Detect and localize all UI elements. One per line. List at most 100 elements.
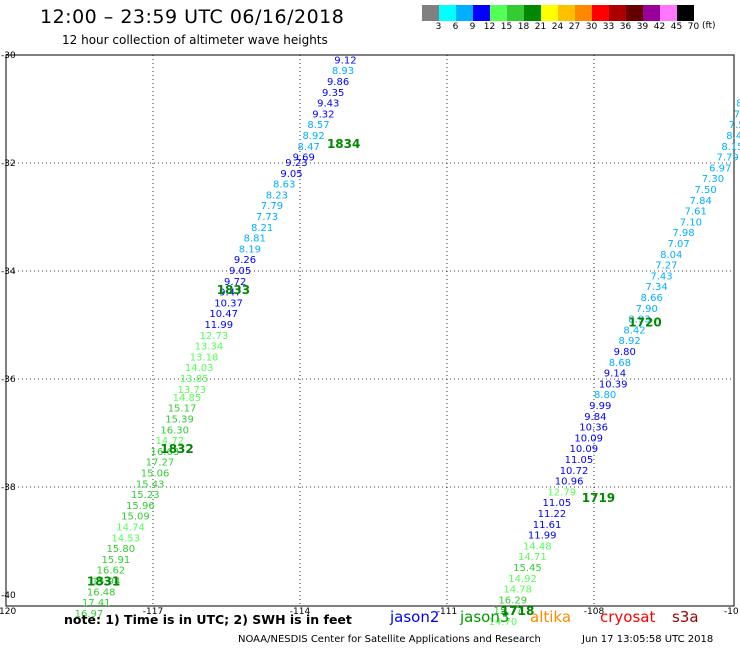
wave-height-value: 15.77 (494, 606, 523, 617)
page-title: 12:00 – 23:59 UTC 06/16/2018 (40, 6, 345, 28)
color-scale-label: 33 (602, 22, 615, 32)
page-subtitle: 12 hour collection of altimeter wave hei… (62, 33, 328, 47)
color-swatch (609, 5, 626, 21)
pass-time-label: 1833 (217, 283, 250, 297)
wave-height-value: 15.39 (165, 415, 194, 426)
color-scale-unit: (ft) (702, 21, 716, 31)
color-scale-bar (422, 5, 694, 21)
wave-height-value: 14.03 (185, 363, 214, 374)
wave-height-value: 7.79 (261, 201, 283, 212)
wave-height-value: 9.86 (327, 77, 349, 88)
color-scale-labels: 3 6 9 12 15 18 21 24 27 30 33 36 39 42 45 70 (422, 22, 740, 34)
wave-height-value: 16.30 (160, 425, 189, 436)
color-swatch (558, 5, 575, 21)
wave-height-value: 8.19 (239, 244, 261, 255)
color-swatch (490, 5, 507, 21)
wave-height-value: 7. (734, 109, 740, 120)
wave-height-value: 10.36 (579, 423, 608, 434)
wave-height-value: 11.22 (538, 509, 567, 520)
longitude-label: -120 (0, 607, 16, 617)
wave-height-value: 7.98 (672, 228, 694, 239)
wave-height-value: 14.78 (503, 585, 532, 596)
color-scale-label: 12 (483, 22, 496, 32)
wave-height-value: 9.14 (604, 369, 626, 380)
wave-height-value: 14.70 (489, 617, 518, 628)
wave-height-value: 8.66 (641, 293, 663, 304)
wave-height-value: 17.27 (146, 458, 175, 469)
wave-height-value: 9.69 (293, 153, 315, 164)
wave-height-value: 14.53 (111, 533, 140, 544)
wave-height-value: 7.10 (680, 217, 702, 228)
wave-height-value: 7.34 (645, 282, 667, 293)
wave-height-value: 13.34 (195, 342, 224, 353)
pass-time-label: 1831 (87, 575, 120, 589)
longitude-label: -10 (724, 607, 739, 617)
wave-height-value: 13.85 (180, 374, 209, 385)
wave-height-value: 15.45 (513, 563, 542, 574)
color-scale-label: 21 (534, 22, 547, 32)
wave-height-value: 7.27 (655, 261, 677, 272)
wave-height-value: 14.74 (116, 523, 145, 534)
wave-height-value: 8.04 (660, 250, 682, 261)
wave-height-value: 8.4 (726, 131, 740, 142)
color-swatch (541, 5, 558, 21)
color-scale-label: 39 (636, 22, 649, 32)
longitude-label: -117 (143, 607, 163, 617)
color-swatch (456, 5, 473, 21)
color-scale-label: 15 (500, 22, 513, 32)
wave-height-value: 13.73 (178, 385, 207, 396)
color-scale-label: 27 (568, 22, 581, 32)
pass-time-label: 1718 (501, 604, 534, 618)
wave-height-value: 8.68 (609, 358, 631, 369)
wave-height-value: 8.93 (332, 66, 354, 77)
longitude-label: -111 (437, 607, 457, 617)
color-scale-label: 36 (619, 22, 632, 32)
wave-height-value: 12.73 (200, 331, 229, 342)
wave-height-value: 16.48 (87, 587, 116, 598)
wave-height-value: 15.94 (92, 577, 121, 588)
wave-height-value: 15.43 (136, 479, 165, 490)
color-scale-label: 45 (670, 22, 683, 32)
wave-height-value: 13.18 (190, 352, 219, 363)
wave-height-value: 9.05 (280, 169, 302, 180)
wave-height-value: 17.41 (82, 598, 111, 609)
wave-height-value: 8.15 (721, 142, 740, 153)
wave-height-value: 8.80 (594, 390, 616, 401)
wave-height-value: 6.97 (709, 163, 731, 174)
wave-height-value: 7.43 (650, 271, 672, 282)
wave-height-value: 14.48 (523, 541, 552, 552)
latitude-label: -36 (1, 375, 16, 385)
wave-height-value: 9.23 (285, 158, 307, 169)
wave-height-value: 10.39 (599, 379, 628, 390)
wave-height-value: 8.63 (273, 180, 295, 191)
longitude-label: -108 (584, 607, 605, 617)
wave-height-value: 7.61 (685, 207, 707, 218)
wave-height-value: 9.12 (334, 55, 356, 66)
latitude-label: -38 (1, 483, 16, 493)
wave-height-value: 14.72 (155, 436, 184, 447)
wave-height-value: 9.84 (584, 412, 606, 423)
wave-height-value: 10.72 (560, 466, 589, 477)
wave-height-value: 15.06 (141, 469, 170, 480)
map-frame (5, 54, 735, 607)
wave-height-value: 16.62 (97, 566, 126, 577)
color-scale-label: 42 (653, 22, 666, 32)
color-swatch (660, 5, 677, 21)
wave-height-value: 8.21 (251, 223, 273, 234)
wave-height-value: 15.91 (102, 555, 131, 566)
wave-height-value: 8.47 (298, 142, 320, 153)
wave-height-value: 16.63 (151, 447, 180, 458)
latitude-label: -40 (1, 591, 16, 601)
wave-height-value: 10.09 (570, 444, 599, 455)
color-swatch (643, 5, 660, 21)
color-scale-label: 9 (469, 22, 476, 32)
longitude-label: -114 (290, 607, 311, 617)
wave-height-value: 14.92 (508, 574, 537, 585)
wave-height-value: 11.99 (528, 531, 557, 542)
color-swatch (473, 5, 490, 21)
wave-height-value: 9.99 (589, 401, 611, 412)
latitude-label: -32 (1, 159, 16, 169)
wave-height-value: 8.57 (307, 120, 329, 131)
legend-cryosat: cryosat (600, 608, 656, 626)
